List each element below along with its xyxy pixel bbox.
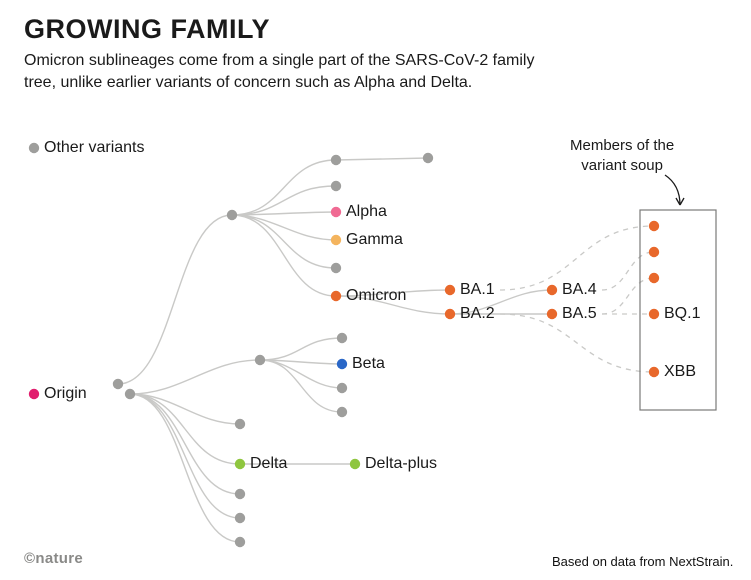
node-label-ba2: BA.2 [460,305,495,323]
node-label-alpha: Alpha [346,203,387,221]
soup-label-s4: BQ.1 [664,305,700,323]
node-label-deltaplus: Delta-plus [365,455,437,473]
soup-label-s5: XBB [664,363,696,381]
node-label-beta: Beta [352,355,385,373]
node-label-omicron: Omicron [346,287,406,305]
node-label-origin: Origin [44,385,87,403]
node-label-gamma: Gamma [346,231,403,249]
node-label-ba4: BA.4 [562,281,597,299]
node-label-legend_gray: Other variants [44,139,144,157]
credit-text: ©nature [24,550,83,567]
node-label-ba5: BA.5 [562,305,597,323]
node-label-ba1: BA.1 [460,281,495,299]
node-label-delta: Delta [250,455,287,473]
footer-text: Based on data from NextStrain. [552,554,733,569]
